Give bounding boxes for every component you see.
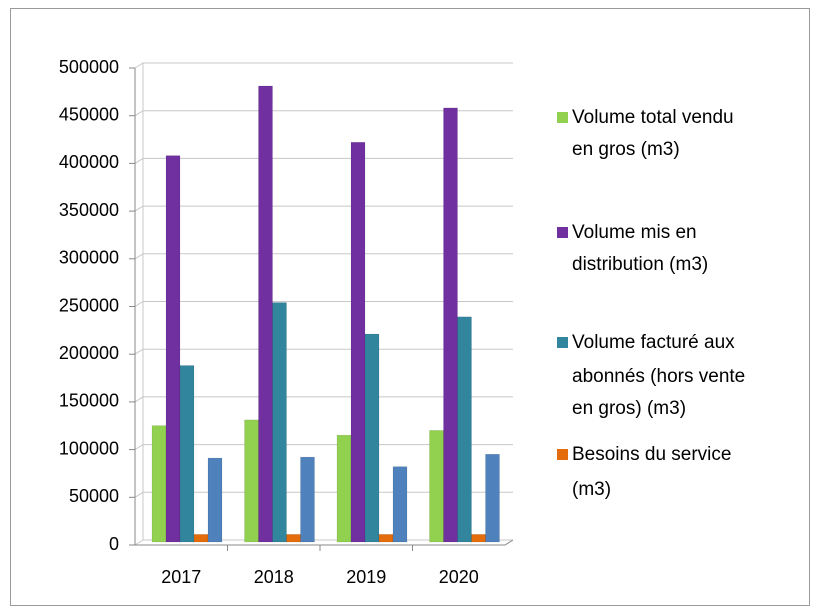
- y-tick-label: 200000: [59, 343, 119, 363]
- x-tick-label: 2019: [346, 567, 386, 587]
- bar: [151, 425, 167, 543]
- y-tick-label: 50000: [69, 486, 119, 506]
- legend-line: abonnés (hors vente: [572, 366, 745, 387]
- chart-frame: [10, 8, 810, 606]
- legend-line: en gros (m3): [572, 139, 680, 160]
- legend-text: Besoins du service (m3): [572, 444, 731, 500]
- legend-line: (m3): [572, 479, 611, 500]
- x-tick-label: 2020: [439, 567, 479, 587]
- bar: [258, 85, 273, 543]
- y-tick-label: 400000: [59, 152, 119, 172]
- legend-swatch: [557, 337, 568, 348]
- y-tick-label: 100000: [59, 438, 119, 458]
- bar: [165, 155, 181, 543]
- y-tick-label: 300000: [59, 248, 119, 268]
- grid-line: [134, 301, 513, 307]
- legend-line: Besoins du service: [572, 444, 731, 465]
- legend-line: Volume facturé aux: [572, 332, 735, 353]
- grid-line: [134, 444, 513, 451]
- bar: [300, 456, 315, 543]
- legend-text: Volume total vendu en gros (m3): [572, 107, 734, 160]
- grid-line: [134, 348, 513, 355]
- y-tick-label: 0: [109, 534, 119, 554]
- legend-line: distribution (m3): [572, 254, 708, 275]
- legend-line: en gros) (m3): [572, 398, 686, 419]
- x-tick-label: 2018: [254, 567, 294, 587]
- y-tick-label: 250000: [59, 295, 119, 315]
- bar: [443, 107, 458, 543]
- bar: [336, 434, 352, 543]
- grid-line: [134, 396, 513, 403]
- legend-swatch: [557, 112, 568, 123]
- y-tick-label: 450000: [59, 104, 119, 124]
- legend-line: Volume mis en: [572, 222, 697, 243]
- bar: [193, 534, 209, 543]
- bar: [244, 419, 259, 543]
- x-axis-floor: [135, 539, 514, 546]
- grid-line: [134, 62, 513, 69]
- y-tick-label: 150000: [59, 391, 119, 411]
- x-tick-label: 2017: [161, 567, 201, 587]
- legend-swatch: [557, 449, 568, 460]
- bar: [457, 316, 472, 543]
- bar: [272, 302, 287, 543]
- bar: [392, 466, 408, 543]
- bar: [364, 333, 380, 543]
- bar: [286, 534, 301, 543]
- bar: [429, 430, 444, 543]
- bar: [471, 534, 486, 543]
- grid-line: [134, 157, 513, 164]
- legend: Volume total vendu en gros (m3) Volume mis…: [557, 107, 745, 500]
- grid-line: [134, 491, 513, 498]
- grid-line: [134, 205, 513, 212]
- bar: [179, 365, 195, 543]
- y-tick-label: 500000: [59, 57, 119, 77]
- bar: [378, 534, 394, 543]
- bar: [207, 457, 223, 543]
- legend-line: Volume total vendu: [572, 107, 734, 128]
- legend-text: Volume facturé aux abonnés (hors vente en …: [572, 332, 745, 419]
- grid-line: [134, 110, 513, 117]
- y-tick-label: 350000: [59, 200, 119, 220]
- bar: [485, 453, 500, 543]
- legend-text: Volume mis en distribution (m3): [572, 222, 708, 275]
- grid-line: [134, 253, 513, 260]
- bar: [350, 142, 366, 543]
- legend-swatch: [557, 227, 568, 238]
